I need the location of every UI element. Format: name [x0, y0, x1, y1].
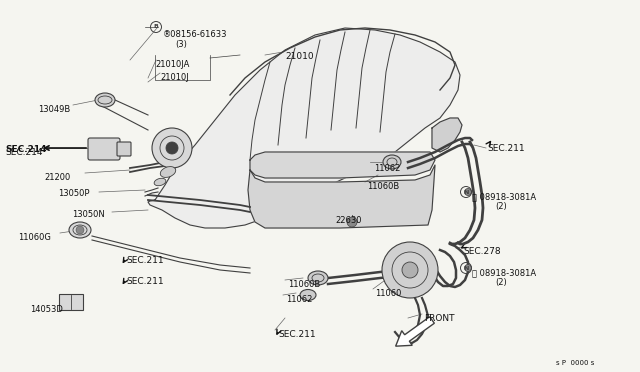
Text: N: N: [463, 189, 468, 195]
Text: SEC.278: SEC.278: [463, 247, 500, 256]
Text: 13050N: 13050N: [72, 210, 105, 219]
Ellipse shape: [383, 155, 401, 169]
Text: SEC.214: SEC.214: [5, 148, 42, 157]
Text: 22630: 22630: [335, 216, 362, 225]
Text: (2): (2): [495, 202, 507, 211]
Text: N: N: [463, 266, 468, 270]
Polygon shape: [250, 152, 435, 178]
Circle shape: [465, 189, 472, 196]
Text: 11062: 11062: [286, 295, 312, 304]
Text: 13049B: 13049B: [38, 105, 70, 114]
Ellipse shape: [69, 222, 91, 238]
Circle shape: [166, 142, 178, 154]
Text: 11060G: 11060G: [18, 233, 51, 242]
Ellipse shape: [160, 167, 176, 177]
Text: 11060B: 11060B: [288, 280, 320, 289]
Circle shape: [347, 217, 357, 227]
Text: 11060: 11060: [375, 289, 401, 298]
Circle shape: [382, 242, 438, 298]
Text: B: B: [154, 25, 159, 29]
FancyBboxPatch shape: [117, 142, 131, 156]
Text: 11060B: 11060B: [367, 182, 399, 191]
Text: 11062: 11062: [374, 164, 401, 173]
Text: SEC.211: SEC.211: [126, 256, 164, 265]
FancyBboxPatch shape: [59, 294, 83, 310]
Ellipse shape: [308, 271, 328, 285]
Text: s P  0000 s: s P 0000 s: [556, 360, 595, 366]
Ellipse shape: [300, 289, 316, 301]
Text: SEC.211: SEC.211: [487, 144, 525, 153]
Text: Ⓝ 08918-3081A: Ⓝ 08918-3081A: [472, 192, 536, 201]
FancyBboxPatch shape: [88, 138, 120, 160]
Polygon shape: [248, 165, 435, 228]
Polygon shape: [432, 118, 462, 152]
Circle shape: [402, 262, 418, 278]
Text: FRONT: FRONT: [424, 314, 454, 323]
Text: SEC.214: SEC.214: [5, 145, 47, 154]
Circle shape: [465, 264, 472, 272]
Polygon shape: [148, 28, 460, 228]
Text: (3): (3): [175, 40, 187, 49]
Text: SEC.211: SEC.211: [126, 277, 164, 286]
FancyArrow shape: [396, 317, 435, 346]
Ellipse shape: [95, 93, 115, 107]
Circle shape: [76, 226, 84, 234]
Text: 21010: 21010: [285, 52, 314, 61]
Text: 21010JA: 21010JA: [155, 60, 189, 69]
Text: Ⓝ 08918-3081A: Ⓝ 08918-3081A: [472, 268, 536, 277]
Text: ®08156-61633: ®08156-61633: [163, 30, 227, 39]
Circle shape: [152, 128, 192, 168]
Text: 14053D: 14053D: [30, 305, 63, 314]
Text: (2): (2): [495, 278, 507, 287]
Text: 13050P: 13050P: [58, 189, 90, 198]
Text: 21010J: 21010J: [160, 73, 189, 82]
Text: SEC.211: SEC.211: [278, 330, 316, 339]
Text: 21200: 21200: [44, 173, 70, 182]
Ellipse shape: [154, 178, 166, 186]
